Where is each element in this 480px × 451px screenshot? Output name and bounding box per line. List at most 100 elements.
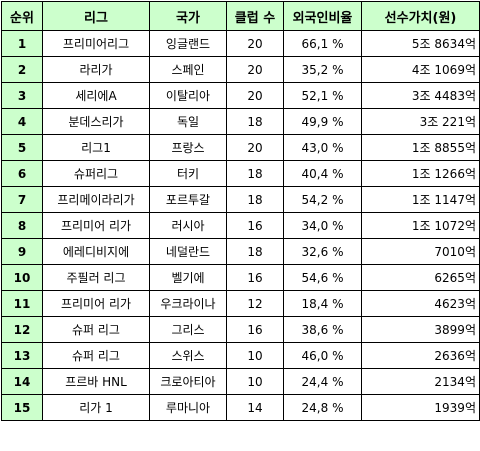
clubs-cell: 14	[226, 394, 284, 421]
clubs-cell: 20	[226, 30, 284, 57]
table-header-row: 순위 리그 국가 클럽 수 외국인비율 선수가치(원)	[1, 1, 480, 31]
rank-cell: 10	[1, 264, 43, 291]
foreign-ratio-cell: 54,6 %	[283, 264, 362, 291]
table-row: 15 리가 1 루마니아 14 24,8 % 1939억	[1, 394, 480, 421]
country-cell: 터키	[149, 160, 227, 187]
clubs-cell: 20	[226, 134, 284, 161]
clubs-cell: 10	[226, 342, 284, 369]
clubs-cell: 10	[226, 368, 284, 395]
rank-cell: 14	[1, 368, 43, 395]
foreign-ratio-cell: 38,6 %	[283, 316, 362, 343]
clubs-cell: 20	[226, 82, 284, 109]
rank-cell: 5	[1, 134, 43, 161]
league-cell: 프르바 HNL	[42, 368, 150, 395]
foreign-ratio-cell: 24,4 %	[283, 368, 362, 395]
country-cell: 이탈리아	[149, 82, 227, 109]
foreign-ratio-cell: 52,1 %	[283, 82, 362, 109]
table-row: 2 라리가 스페인 20 35,2 % 4조 1069억	[1, 56, 480, 83]
country-cell: 크로아티아	[149, 368, 227, 395]
player-value-cell: 1939억	[361, 394, 480, 421]
clubs-cell: 18	[226, 160, 284, 187]
player-value-cell: 1조 8855억	[361, 134, 480, 161]
player-value-cell: 3조 4483억	[361, 82, 480, 109]
player-value-cell: 3899억	[361, 316, 480, 343]
clubs-cell: 16	[226, 264, 284, 291]
player-value-cell: 2636억	[361, 342, 480, 369]
player-value-cell: 7010억	[361, 238, 480, 265]
country-cell: 포르투갈	[149, 186, 227, 213]
country-cell: 루마니아	[149, 394, 227, 421]
rank-cell: 13	[1, 342, 43, 369]
table-row: 14 프르바 HNL 크로아티아 10 24,4 % 2134억	[1, 368, 480, 395]
country-cell: 프랑스	[149, 134, 227, 161]
country-cell: 스위스	[149, 342, 227, 369]
table-row: 10 주필러 리그 벨기에 16 54,6 % 6265억	[1, 264, 480, 291]
country-cell: 러시아	[149, 212, 227, 239]
clubs-cell: 16	[226, 316, 284, 343]
rank-cell: 3	[1, 82, 43, 109]
player-value-cell: 1조 1072억	[361, 212, 480, 239]
country-cell: 네덜란드	[149, 238, 227, 265]
league-cell: 분데스리가	[42, 108, 150, 135]
league-cell: 라리가	[42, 56, 150, 83]
foreign-ratio-cell: 24,8 %	[283, 394, 362, 421]
rank-cell: 15	[1, 394, 43, 421]
header-country: 국가	[149, 1, 227, 31]
rank-cell: 2	[1, 56, 43, 83]
foreign-ratio-cell: 40,4 %	[283, 160, 362, 187]
header-league: 리그	[42, 1, 150, 31]
clubs-cell: 16	[226, 212, 284, 239]
league-cell: 세리에A	[42, 82, 150, 109]
foreign-ratio-cell: 35,2 %	[283, 56, 362, 83]
player-value-cell: 5조 8634억	[361, 30, 480, 57]
league-cell: 슈퍼 리그	[42, 316, 150, 343]
league-ranking-table: 순위 리그 국가 클럽 수 외국인비율 선수가치(원) 1 프리미어리그 잉글랜드 2…	[1, 1, 480, 421]
table-row: 8 프리미어 리가 러시아 16 34,0 % 1조 1072억	[1, 212, 480, 239]
country-cell: 스페인	[149, 56, 227, 83]
league-cell: 주필러 리그	[42, 264, 150, 291]
header-player-value: 선수가치(원)	[361, 1, 480, 31]
rank-cell: 6	[1, 160, 43, 187]
table-body: 1 프리미어리그 잉글랜드 20 66,1 % 5조 8634억 2 라리가 스페인 20 35,2…	[1, 30, 480, 421]
league-cell: 프리메이라리가	[42, 186, 150, 213]
rank-cell: 4	[1, 108, 43, 135]
league-cell: 프리미어 리가	[42, 212, 150, 239]
table-row: 1 프리미어리그 잉글랜드 20 66,1 % 5조 8634억	[1, 30, 480, 57]
rank-cell: 11	[1, 290, 43, 317]
country-cell: 잉글랜드	[149, 30, 227, 57]
table-row: 13 슈퍼 리그 스위스 10 46,0 % 2636억	[1, 342, 480, 369]
table-row: 9 에레디비지에 네덜란드 18 32,6 % 7010억	[1, 238, 480, 265]
table-row: 11 프리미어 리가 우크라이나 12 18,4 % 4623억	[1, 290, 480, 317]
foreign-ratio-cell: 54,2 %	[283, 186, 362, 213]
table-row: 5 리그1 프랑스 20 43,0 % 1조 8855억	[1, 134, 480, 161]
table-row: 3 세리에A 이탈리아 20 52,1 % 3조 4483억	[1, 82, 480, 109]
rank-cell: 9	[1, 238, 43, 265]
player-value-cell: 4623억	[361, 290, 480, 317]
player-value-cell: 3조 221억	[361, 108, 480, 135]
league-cell: 리가 1	[42, 394, 150, 421]
country-cell: 우크라이나	[149, 290, 227, 317]
table-row: 4 분데스리가 독일 18 49,9 % 3조 221억	[1, 108, 480, 135]
foreign-ratio-cell: 43,0 %	[283, 134, 362, 161]
table-row: 7 프리메이라리가 포르투갈 18 54,2 % 1조 1147억	[1, 186, 480, 213]
player-value-cell: 6265억	[361, 264, 480, 291]
table-row: 12 슈퍼 리그 그리스 16 38,6 % 3899억	[1, 316, 480, 343]
foreign-ratio-cell: 32,6 %	[283, 238, 362, 265]
league-cell: 프리미어 리가	[42, 290, 150, 317]
table-row: 6 슈퍼리그 터키 18 40,4 % 1조 1266억	[1, 160, 480, 187]
country-cell: 벨기에	[149, 264, 227, 291]
foreign-ratio-cell: 46,0 %	[283, 342, 362, 369]
country-cell: 독일	[149, 108, 227, 135]
clubs-cell: 18	[226, 108, 284, 135]
league-cell: 슈퍼 리그	[42, 342, 150, 369]
rank-cell: 12	[1, 316, 43, 343]
player-value-cell: 4조 1069억	[361, 56, 480, 83]
player-value-cell: 1조 1266억	[361, 160, 480, 187]
foreign-ratio-cell: 66,1 %	[283, 30, 362, 57]
player-value-cell: 2134억	[361, 368, 480, 395]
foreign-ratio-cell: 34,0 %	[283, 212, 362, 239]
rank-cell: 1	[1, 30, 43, 57]
rank-cell: 8	[1, 212, 43, 239]
clubs-cell: 12	[226, 290, 284, 317]
header-clubs: 클럽 수	[226, 1, 284, 31]
